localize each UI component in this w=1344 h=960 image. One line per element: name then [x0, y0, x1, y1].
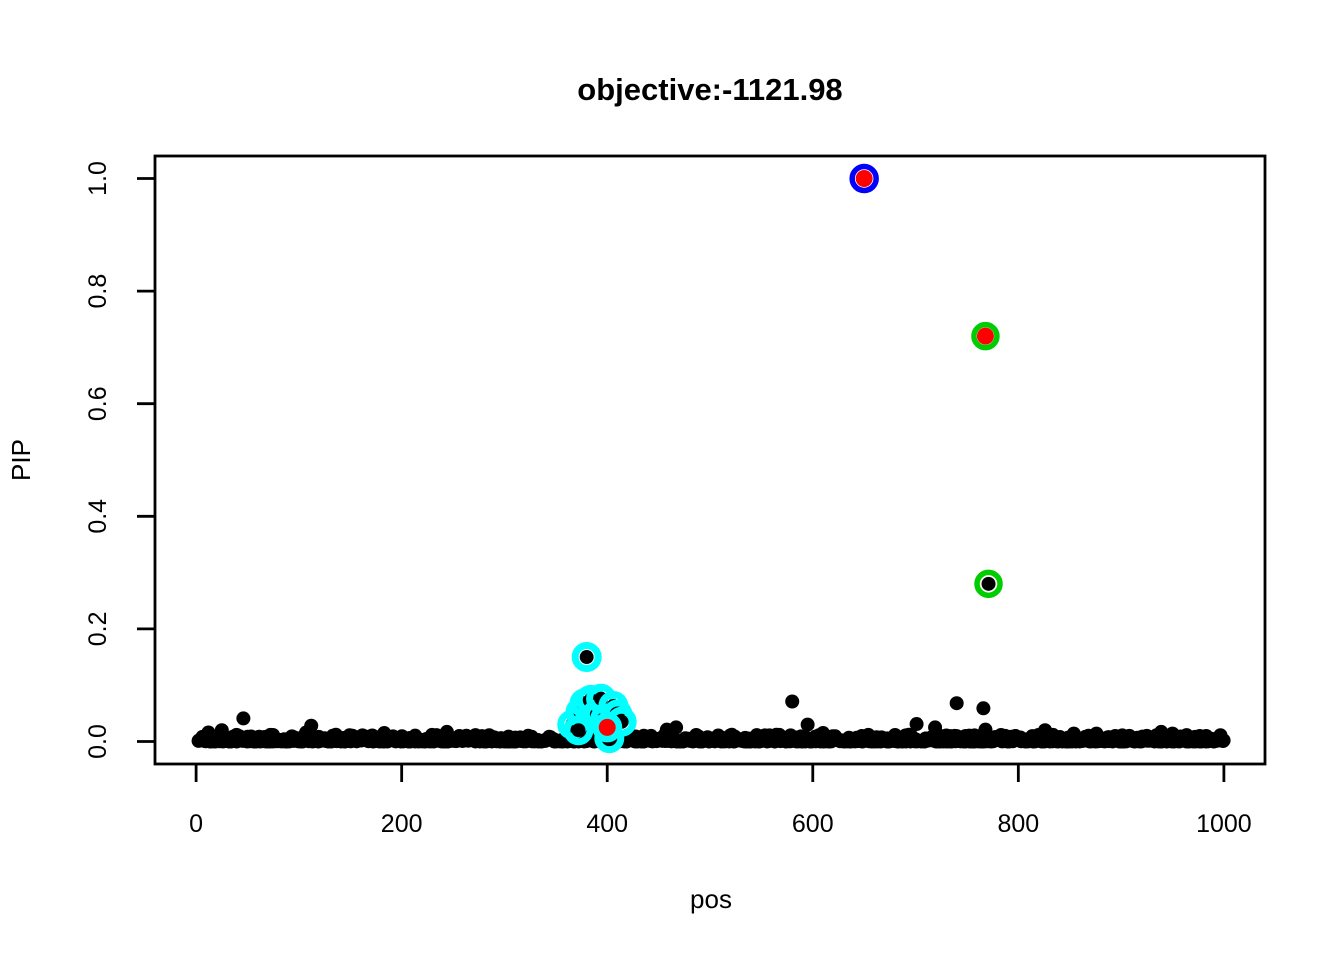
y-tick-label: 0.0: [84, 724, 112, 759]
cs-member-point: [579, 650, 594, 665]
data-point: [377, 726, 392, 741]
data-point: [328, 727, 343, 742]
y-tick-label: 1.0: [84, 161, 112, 196]
x-tick-label: 600: [792, 810, 834, 838]
data-point: [1089, 726, 1104, 741]
true-effect-point: [855, 170, 873, 188]
y-tick-label: 0.2: [84, 612, 112, 647]
data-point: [1066, 726, 1081, 741]
cs-member-point: [571, 723, 586, 738]
x-tick-label: 0: [189, 810, 203, 838]
data-point: [1154, 724, 1169, 739]
data-point: [949, 696, 964, 711]
y-tick-label: 0.6: [84, 386, 112, 421]
data-point: [909, 717, 924, 732]
data-point: [201, 725, 216, 740]
data-point: [304, 718, 319, 733]
x-tick-label: 800: [997, 810, 1039, 838]
y-axis: 0.0 0.2 0.4 0.6 0.8 1.0: [84, 161, 155, 759]
chart-title: objective:-1121.98: [577, 72, 842, 107]
x-axis-label: pos: [690, 884, 732, 914]
credible-set-ring-green: [971, 321, 1000, 351]
data-point: [976, 701, 991, 716]
credible-set-ring-cyan: [592, 712, 623, 743]
credible-set-ring-cyan: [563, 715, 594, 746]
plot-box: [153, 154, 1267, 766]
x-tick-label: 200: [381, 810, 423, 838]
true-effect-point: [976, 327, 994, 345]
data-point: [785, 694, 800, 709]
baseline-point: [1216, 733, 1231, 748]
data-point: [978, 722, 993, 737]
data-point: [1038, 723, 1053, 738]
credible-set-ring-blue: [849, 163, 879, 194]
plot-points-layer: [191, 163, 1231, 754]
y-tick-label: 0.4: [84, 499, 112, 534]
credible-set-ring-green: [974, 569, 1003, 599]
x-axis: 0 200 400 600 800 1000: [189, 764, 1252, 838]
data-point: [1165, 726, 1180, 741]
x-tick-label: 1000: [1196, 810, 1252, 838]
y-axis-label: PIP: [6, 439, 36, 481]
credible-set-ring-cyan: [571, 642, 602, 673]
data-point: [800, 717, 815, 732]
true-effect-point: [598, 718, 616, 736]
data-point: [439, 724, 454, 739]
data-point: [669, 720, 684, 735]
data-point: [928, 720, 943, 735]
data-point: [236, 711, 251, 726]
x-tick-label: 400: [586, 810, 628, 838]
data-point: [214, 723, 229, 738]
y-tick-label: 0.8: [84, 274, 112, 309]
cs-member-point: [981, 576, 996, 591]
data-point: [816, 726, 831, 741]
